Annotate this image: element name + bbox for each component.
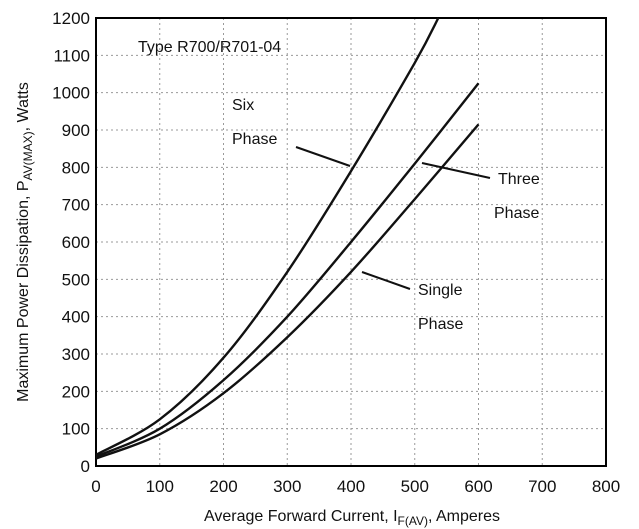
y-tick-label: 700: [62, 196, 90, 215]
plot-frame: [95, 17, 607, 467]
x-tick-label: 400: [337, 477, 365, 496]
y-tick-label: 200: [62, 382, 90, 401]
x-tick-label: 800: [592, 477, 620, 496]
series-label-line: Six: [232, 97, 254, 114]
series-label-line: Three: [498, 171, 540, 188]
x-tick-label: 100: [146, 477, 174, 496]
label-six-phase: Six Phase: [232, 97, 351, 167]
series-line-single-phase: [95, 123, 480, 460]
y-tick-label: 100: [62, 420, 90, 439]
x-axis-title-suffix: , Amperes: [428, 508, 500, 525]
y-axis-title-suffix: , Watts: [15, 82, 32, 131]
arrow-single-phase: [361, 271, 411, 290]
series-label-line: Phase: [232, 131, 277, 148]
y-tick-label: 500: [62, 270, 90, 289]
x-tick-label: 500: [401, 477, 429, 496]
arrow-six-phase: [295, 146, 351, 167]
curves: [95, 17, 480, 460]
y-tick-label: 600: [62, 233, 90, 252]
y-axis-title-main: Maximum Power Dissipation, P: [15, 180, 32, 401]
x-axis-title-subscript: F(AV): [398, 514, 428, 528]
y-tick-label: 1000: [52, 84, 90, 103]
y-tick-label: 400: [62, 308, 90, 327]
label-single-phase: Single Phase: [361, 271, 463, 333]
y-tick-label: 1200: [52, 9, 90, 28]
x-tick-label: 300: [273, 477, 301, 496]
series-label-line: Phase: [494, 205, 539, 222]
label-three-phase: Three Phase: [421, 162, 540, 222]
y-axis-title-subscript: AV(MAX): [21, 131, 35, 180]
y-tick-labels: 0 100 200 300 400 500 600 700 800 900 1000 1100 1200: [52, 9, 90, 476]
y-tick-label: 1100: [53, 46, 90, 65]
series-label-line: Phase: [418, 316, 463, 333]
x-axis-title: Average Forward Current, IF(AV), Amperes: [204, 508, 500, 528]
y-tick-label: 0: [81, 457, 90, 476]
x-tick-labels: 0 100 200 300 400 500 600 700 800: [91, 477, 620, 496]
x-tick-label: 200: [209, 477, 237, 496]
arrow-three-phase: [421, 162, 491, 179]
series-line-three-phase: [95, 82, 480, 458]
x-tick-label: 700: [528, 477, 556, 496]
y-tick-label: 800: [62, 158, 90, 177]
series-line-six-phase: [95, 17, 440, 456]
chart-title: Type R700/R701-04: [138, 39, 281, 56]
y-tick-label: 900: [62, 121, 90, 140]
x-tick-label: 600: [464, 477, 492, 496]
y-tick-label: 300: [62, 345, 90, 364]
x-axis-title-main: Average Forward Current, I: [204, 508, 398, 525]
x-tick-label: 0: [91, 477, 100, 496]
series-label-line: Single: [418, 282, 463, 299]
y-axis-title: Maximum Power Dissipation, PAV(MAX), Wat…: [15, 82, 35, 402]
